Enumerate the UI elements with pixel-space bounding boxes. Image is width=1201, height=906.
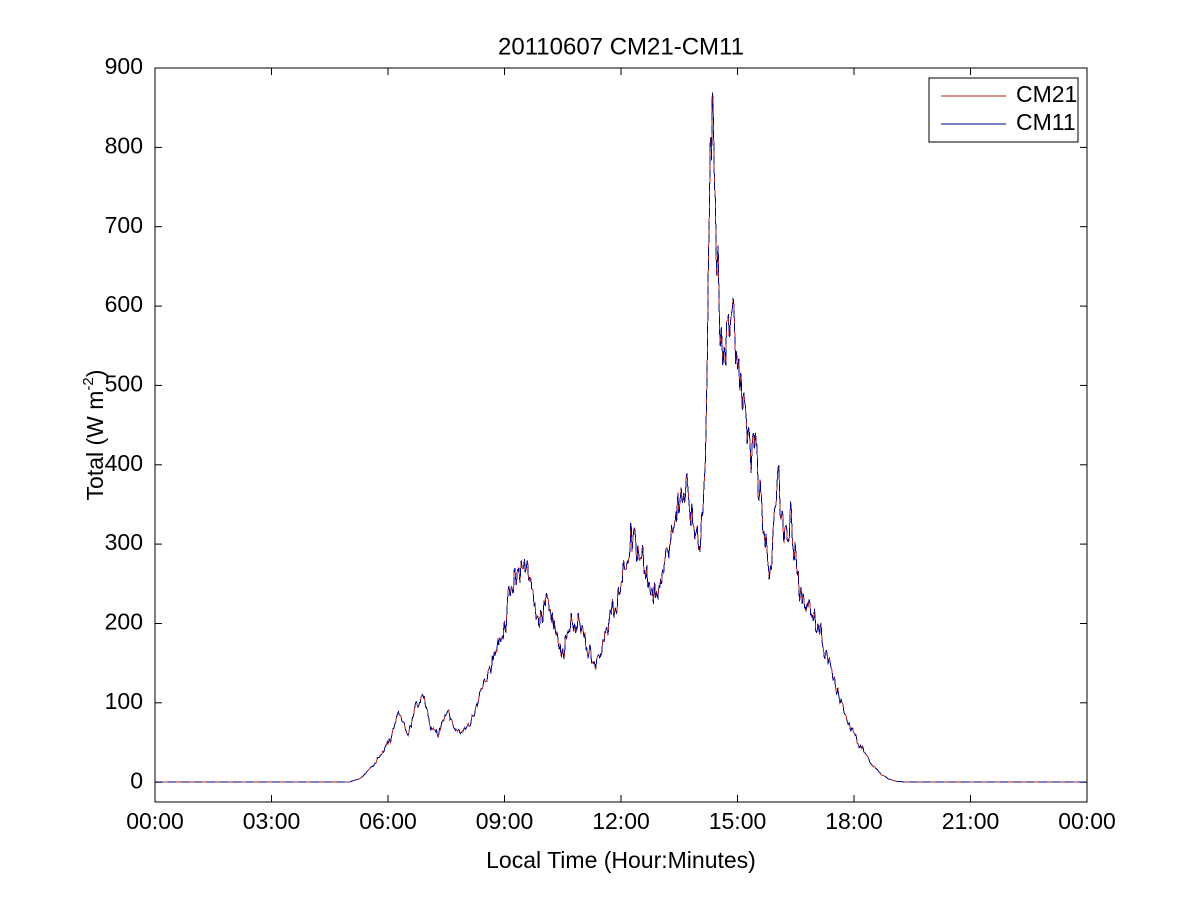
- svg-text:600: 600: [105, 291, 143, 317]
- svg-text:00:00: 00:00: [126, 808, 184, 834]
- svg-text:Local Time (Hour:Minutes): Local Time (Hour:Minutes): [486, 847, 756, 873]
- svg-text:18:00: 18:00: [825, 808, 883, 834]
- svg-text:500: 500: [105, 370, 143, 396]
- svg-text:100: 100: [105, 688, 143, 714]
- svg-text:CM21: CM21: [1016, 81, 1077, 107]
- svg-text:400: 400: [105, 450, 143, 476]
- svg-text:09:00: 09:00: [476, 808, 534, 834]
- svg-text:300: 300: [105, 529, 143, 555]
- svg-text:03:00: 03:00: [243, 808, 301, 834]
- svg-text:12:00: 12:00: [592, 808, 650, 834]
- svg-text:700: 700: [105, 212, 143, 238]
- svg-text:CM11: CM11: [1016, 109, 1076, 135]
- svg-text:06:00: 06:00: [359, 808, 417, 834]
- svg-text:00:00: 00:00: [1058, 808, 1116, 834]
- svg-text:20110607 CM21-CM11: 20110607 CM21-CM11: [498, 33, 744, 60]
- svg-text:15:00: 15:00: [709, 808, 767, 834]
- svg-text:200: 200: [105, 609, 143, 635]
- svg-text:900: 900: [105, 53, 143, 79]
- svg-text:21:00: 21:00: [942, 808, 1000, 834]
- svg-text:800: 800: [105, 132, 143, 158]
- svg-text:0: 0: [130, 767, 143, 793]
